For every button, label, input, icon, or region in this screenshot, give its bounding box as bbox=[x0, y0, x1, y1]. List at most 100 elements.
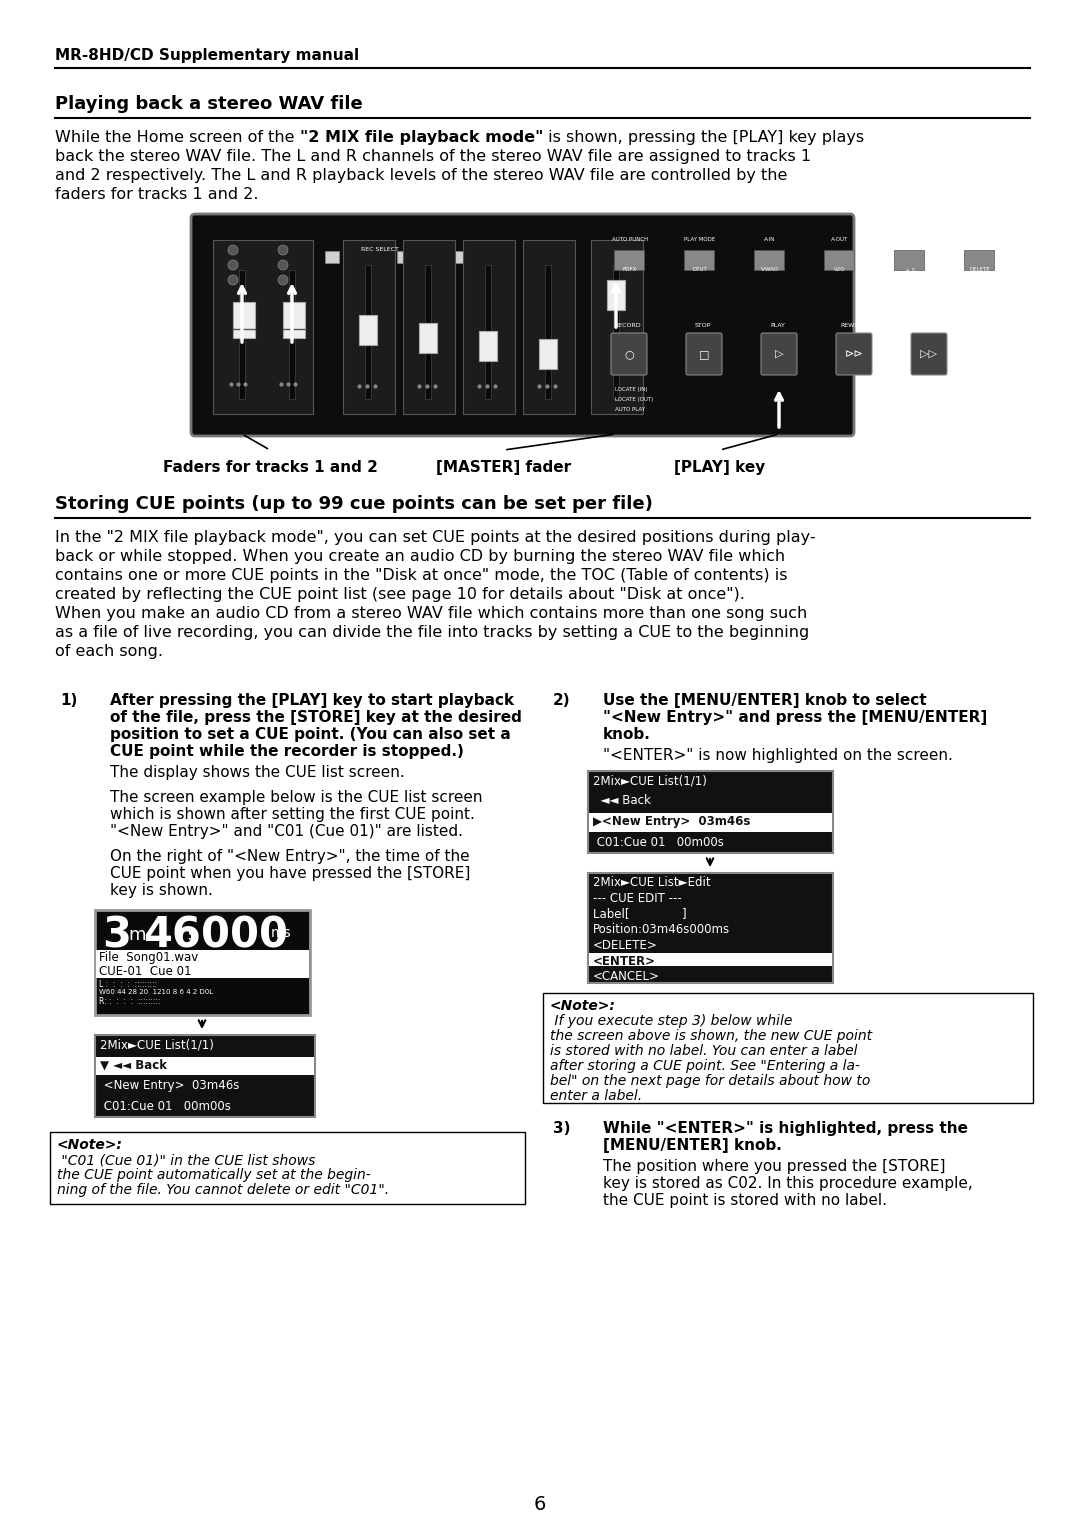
Text: 46: 46 bbox=[143, 915, 201, 957]
Text: m: m bbox=[129, 926, 146, 944]
Bar bbox=[361, 251, 375, 263]
Bar bbox=[95, 911, 310, 1015]
Text: STOP: STOP bbox=[694, 322, 712, 329]
Text: C01:Cue 01   00m00s: C01:Cue 01 00m00s bbox=[100, 1100, 231, 1112]
Text: REWIND: REWIND bbox=[840, 322, 866, 329]
Bar bbox=[824, 251, 854, 270]
Bar bbox=[325, 251, 339, 263]
Bar bbox=[426, 264, 431, 399]
Bar bbox=[591, 240, 643, 414]
Text: ▶<New Entry>  03m46s: ▶<New Entry> 03m46s bbox=[593, 814, 751, 828]
Text: <ENTER>: <ENTER> bbox=[593, 955, 656, 967]
Text: AUTO PLAY: AUTO PLAY bbox=[615, 406, 645, 413]
Bar bbox=[543, 993, 1032, 1103]
Text: A-IN: A-IN bbox=[765, 237, 775, 241]
Circle shape bbox=[278, 260, 288, 270]
Text: 6: 6 bbox=[534, 1494, 546, 1514]
Text: knob.: knob. bbox=[603, 727, 651, 743]
Text: PDFX: PDFX bbox=[623, 267, 637, 272]
Bar bbox=[419, 322, 437, 353]
Bar bbox=[283, 303, 305, 338]
Text: which is shown after setting the first CUE point.: which is shown after setting the first C… bbox=[110, 807, 475, 822]
Text: created by reflecting the CUE point list (see page 10 for details about "Disk at: created by reflecting the CUE point list… bbox=[55, 587, 745, 602]
Text: Playing back a stereo WAV file: Playing back a stereo WAV file bbox=[55, 95, 363, 113]
Text: [PLAY] key: [PLAY] key bbox=[674, 460, 766, 475]
Bar bbox=[415, 251, 429, 263]
Text: "<New Entry>" and press the [MENU/ENTER]: "<New Entry>" and press the [MENU/ENTER] bbox=[603, 711, 987, 724]
Text: back the stereo WAV file. The L and R channels of the stereo WAV file are assign: back the stereo WAV file. The L and R ch… bbox=[55, 150, 811, 163]
Text: PLAY: PLAY bbox=[770, 322, 785, 329]
Text: is stored with no label. You can enter a label: is stored with no label. You can enter a… bbox=[550, 1044, 858, 1057]
Text: s: s bbox=[187, 926, 197, 944]
Text: PLAY MODE: PLAY MODE bbox=[685, 237, 716, 241]
Text: F.FWD: F.FWD bbox=[918, 322, 937, 329]
Circle shape bbox=[228, 244, 238, 255]
Text: STORE: STORE bbox=[901, 237, 919, 241]
Text: "2 MIX file playback mode": "2 MIX file playback mode" bbox=[299, 130, 543, 145]
Text: ▷: ▷ bbox=[774, 348, 783, 359]
Bar bbox=[365, 264, 372, 399]
Circle shape bbox=[228, 275, 238, 286]
Text: <CANCEL>: <CANCEL> bbox=[593, 970, 660, 984]
Text: ms: ms bbox=[271, 926, 292, 940]
Circle shape bbox=[228, 260, 238, 270]
Bar bbox=[403, 240, 455, 414]
Text: is shown, pressing the [PLAY] key plays: is shown, pressing the [PLAY] key plays bbox=[543, 130, 864, 145]
Text: On the right of "<New Entry>", the time of the: On the right of "<New Entry>", the time … bbox=[110, 850, 470, 863]
Text: contains one or more CUE points in the "Disk at once" mode, the TOC (Table of co: contains one or more CUE points in the "… bbox=[55, 568, 787, 584]
Bar bbox=[239, 270, 245, 399]
Text: DELETE: DELETE bbox=[970, 267, 990, 272]
Bar bbox=[96, 950, 309, 964]
Text: "C01 (Cue 01)" in the CUE list shows: "C01 (Cue 01)" in the CUE list shows bbox=[57, 1154, 315, 1167]
FancyBboxPatch shape bbox=[761, 333, 797, 374]
Bar bbox=[343, 240, 395, 414]
Text: "<ENTER>" is now highlighted on the screen.: "<ENTER>" is now highlighted on the scre… bbox=[603, 749, 953, 762]
Text: and 2 respectively. The L and R playback levels of the stereo WAV file are contr: and 2 respectively. The L and R playback… bbox=[55, 168, 787, 183]
Bar bbox=[588, 872, 833, 983]
Text: MR-8HD/CD Supplementary manual: MR-8HD/CD Supplementary manual bbox=[55, 47, 360, 63]
Bar bbox=[480, 332, 497, 361]
Text: L :  :  :  :  :::::::::: L : : : : ::::::::: bbox=[99, 979, 157, 989]
Text: [MENU/ENTER] knob.: [MENU/ENTER] knob. bbox=[603, 1138, 782, 1154]
Bar bbox=[96, 1056, 314, 1076]
Text: <Note>:: <Note>: bbox=[57, 1138, 123, 1152]
Text: In the "2 MIX file playback mode", you can set CUE points at the desired positio: In the "2 MIX file playback mode", you c… bbox=[55, 530, 815, 545]
Text: the CUE point is stored with no label.: the CUE point is stored with no label. bbox=[603, 1193, 887, 1209]
Text: DTUT: DTUT bbox=[692, 267, 707, 272]
Bar bbox=[359, 315, 377, 345]
Text: R: :  :  :  :  :::::::::: R: : : : : ::::::::: bbox=[99, 996, 161, 1005]
Text: C01:Cue 01   00m00s: C01:Cue 01 00m00s bbox=[593, 836, 724, 848]
Text: ○: ○ bbox=[624, 348, 634, 359]
Text: CUE point while the recorder is stopped.): CUE point while the recorder is stopped.… bbox=[110, 744, 464, 759]
Text: the screen above is shown, the new CUE point: the screen above is shown, the new CUE p… bbox=[550, 1028, 873, 1044]
Text: RECORD: RECORD bbox=[615, 322, 642, 329]
FancyBboxPatch shape bbox=[191, 214, 854, 435]
Bar bbox=[463, 240, 515, 414]
Text: 3): 3) bbox=[553, 1122, 570, 1135]
Bar bbox=[754, 251, 784, 270]
Bar bbox=[613, 264, 619, 399]
Text: <DELETE>: <DELETE> bbox=[593, 938, 658, 952]
Text: Position:03m46s000ms: Position:03m46s000ms bbox=[593, 923, 730, 937]
Text: bel" on the next page for details about how to: bel" on the next page for details about … bbox=[550, 1074, 870, 1088]
Circle shape bbox=[278, 244, 288, 255]
Text: the CUE point automatically set at the begin-: the CUE point automatically set at the b… bbox=[57, 1167, 370, 1183]
Text: ◄◄ Back: ◄◄ Back bbox=[593, 795, 651, 807]
Bar bbox=[397, 251, 411, 263]
Text: key is shown.: key is shown. bbox=[110, 883, 213, 898]
Text: ning of the file. You cannot delete or edit "C01".: ning of the file. You cannot delete or e… bbox=[57, 1183, 389, 1196]
Text: [MASTER] fader: [MASTER] fader bbox=[436, 460, 571, 475]
Text: key is stored as C02. In this procedure example,: key is stored as C02. In this procedure … bbox=[603, 1177, 973, 1190]
Text: after storing a CUE point. See "Entering a la-: after storing a CUE point. See "Entering… bbox=[550, 1059, 860, 1073]
Text: File  Song01.wav: File Song01.wav bbox=[99, 950, 199, 964]
Text: W60 44 28 20  1210 8 6 4 2 D0L: W60 44 28 20 1210 8 6 4 2 D0L bbox=[99, 989, 213, 995]
Text: back or while stopped. When you create an audio CD by burning the stereo WAV fil: back or while stopped. When you create a… bbox=[55, 549, 785, 564]
Bar bbox=[607, 280, 625, 310]
Bar bbox=[894, 251, 924, 270]
Bar bbox=[588, 772, 833, 853]
Text: enter a label.: enter a label. bbox=[550, 1089, 643, 1103]
Text: of each song.: of each song. bbox=[55, 643, 163, 659]
Bar bbox=[539, 339, 557, 368]
Bar bbox=[379, 251, 393, 263]
Text: position to set a CUE point. (You can also set a: position to set a CUE point. (You can al… bbox=[110, 727, 511, 743]
